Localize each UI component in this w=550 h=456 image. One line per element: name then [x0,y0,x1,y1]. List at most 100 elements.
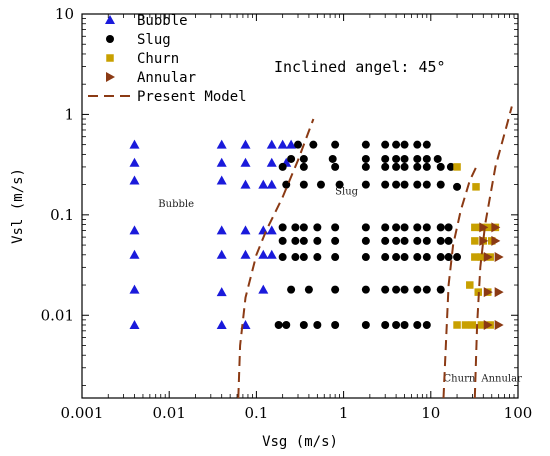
slug-point [422,140,431,149]
bubble-point [216,175,227,185]
slug-point [381,154,390,163]
slug-point [413,162,422,171]
slug-point [313,223,322,232]
slug-point [436,223,445,232]
x-axis-label: Vsg (m/s) [262,434,338,450]
annular-point [483,252,493,263]
axes: 0.001 0.01 0.1 1 10 100 0.01 0.1 1 10 [41,5,533,422]
bubble-point [286,139,297,149]
bubble-point [240,157,251,167]
churn-point [471,223,479,232]
churn-point [471,237,479,245]
annular-point [479,222,489,233]
slug-point [392,236,401,245]
slug-point [278,223,287,232]
churn-point [453,163,461,171]
churn-point [466,281,474,289]
bubble-point [266,225,277,235]
slug-point [313,320,322,329]
slug-point [444,253,453,262]
slug-point [361,180,370,189]
slug-point [299,223,308,232]
slug-point [444,236,453,245]
slug-point [381,140,390,149]
slug-point [436,162,445,171]
slug-point [400,180,409,189]
slug-point [316,180,325,189]
bubble-point [129,139,140,149]
slug-point [291,236,300,245]
slug-point [400,285,409,294]
slug-point [453,182,462,191]
x-tick-label: 0.1 [244,404,268,422]
annular-point [483,319,493,330]
bubble-point [240,179,251,189]
model-boundary-line [473,106,513,399]
bubble-point [277,139,288,149]
region-label: Slug [335,186,358,197]
slug-point [361,223,370,232]
slug-point [444,223,453,232]
slug-point [392,140,401,149]
y-tick-label: 0.1 [50,206,74,224]
slug-point [381,253,390,262]
slug-point [392,223,401,232]
slug-point [436,180,445,189]
slug-point [392,320,401,329]
annular-point [491,235,501,246]
slug-point [381,180,390,189]
bubble-point [240,249,251,259]
slug-point [413,223,422,232]
slug-point [453,253,462,262]
slug-point [381,285,390,294]
y-axis-label: Vsl (m/s) [10,168,26,244]
slug-point [361,162,370,171]
annular-point [483,287,493,298]
slug-point [331,320,340,329]
slug-point [381,236,390,245]
slug-point [422,162,431,171]
slug-point [422,285,431,294]
slug-point [400,253,409,262]
legend-swatch-annular [106,72,115,82]
slug-point [400,154,409,163]
bubble-point [129,319,140,329]
slug-point [282,180,291,189]
slug-point [392,154,401,163]
churn-point [468,321,477,329]
bubble-point [216,319,227,329]
slug-point [422,253,431,262]
x-tick-label: 0.01 [152,404,185,422]
model-boundary-line [237,118,315,399]
slug-point [309,140,318,149]
slug-point [392,180,401,189]
annular-point [479,235,489,246]
slug-point [436,253,445,262]
slug-point [291,253,300,262]
annular-point [491,222,501,233]
slug-point [413,154,422,163]
legend-label: Slug [137,32,171,48]
legend-label: Present Model [137,89,247,105]
slug-point [299,162,308,171]
slug-point [274,320,283,329]
bubble-point [129,249,140,259]
slug-point [287,285,296,294]
slug-point [400,162,409,171]
slug-point [291,223,300,232]
slug-point [361,140,370,149]
slug-point [400,320,409,329]
slug-point [361,285,370,294]
annular-point [494,319,504,330]
slug-point [413,140,422,149]
slug-point [400,236,409,245]
slug-point [381,223,390,232]
slug-point [299,253,308,262]
legend-label: Bubble [137,13,188,29]
slug-point [392,162,401,171]
slug-point [400,140,409,149]
bubble-point [129,225,140,235]
plot-frame [81,13,519,399]
bubble-point [240,139,251,149]
